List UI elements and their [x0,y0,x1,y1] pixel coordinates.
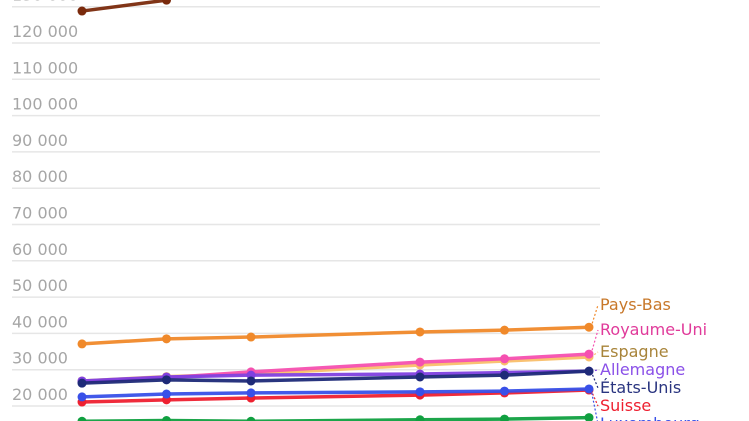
data-point [246,388,256,398]
series-label: États-Unis [600,378,681,397]
data-point [77,378,87,388]
leader-line [590,370,599,389]
data-point [246,376,256,386]
data-point [162,375,171,385]
data-point [77,392,87,402]
y-tick-label: 120 000 [12,22,78,41]
data-point [415,372,425,382]
data-point [584,366,594,376]
data-point [500,386,509,396]
y-tick-label: 80 000 [12,167,68,186]
series-label: Pays-Bas [600,295,671,314]
data-point [500,354,509,364]
data-point [162,0,171,5]
data-point [77,6,87,16]
data-point [584,349,594,359]
series-label: Royaume-Uni [600,320,707,339]
y-tick-label: 60 000 [12,240,68,259]
series-line [81,325,590,346]
data-point [77,339,87,349]
series-line [81,387,590,399]
series-line [81,415,590,421]
data-point [162,389,171,399]
data-point [415,387,425,397]
data-point [77,416,87,421]
series-label: Espagne [600,342,669,361]
series-label: Allemagne [600,360,685,379]
y-tick-label: 20 000 [12,385,68,404]
y-tick-label: 100 000 [12,95,78,114]
series-line [81,369,590,385]
leader-line [590,388,599,421]
data-point [584,322,594,332]
data-point [500,414,509,421]
data-point [162,334,171,344]
data-point [415,357,425,367]
data-point [415,415,425,421]
series-label: Luxembourg [600,414,700,421]
series-line [81,369,590,383]
data-point [162,416,171,421]
data-point [500,370,509,380]
series-line [81,0,167,13]
data-point [584,384,594,394]
leader-line [590,329,599,355]
y-tick-label: 40 000 [12,312,68,331]
y-tick-label: 70 000 [12,204,68,223]
data-point [246,416,256,421]
y-tick-label: 90 000 [12,131,68,150]
y-tick-label: 50 000 [12,276,68,295]
y-tick-label: 130 000 [12,0,78,5]
data-point [415,327,425,337]
series-label: Suisse [600,396,651,415]
leader-line [590,304,599,328]
data-point [500,325,509,335]
data-point [246,332,256,342]
leader-line [590,389,599,407]
data-point [584,413,594,421]
y-tick-label: 110 000 [12,58,78,77]
y-tick-label: 30 000 [12,349,68,368]
